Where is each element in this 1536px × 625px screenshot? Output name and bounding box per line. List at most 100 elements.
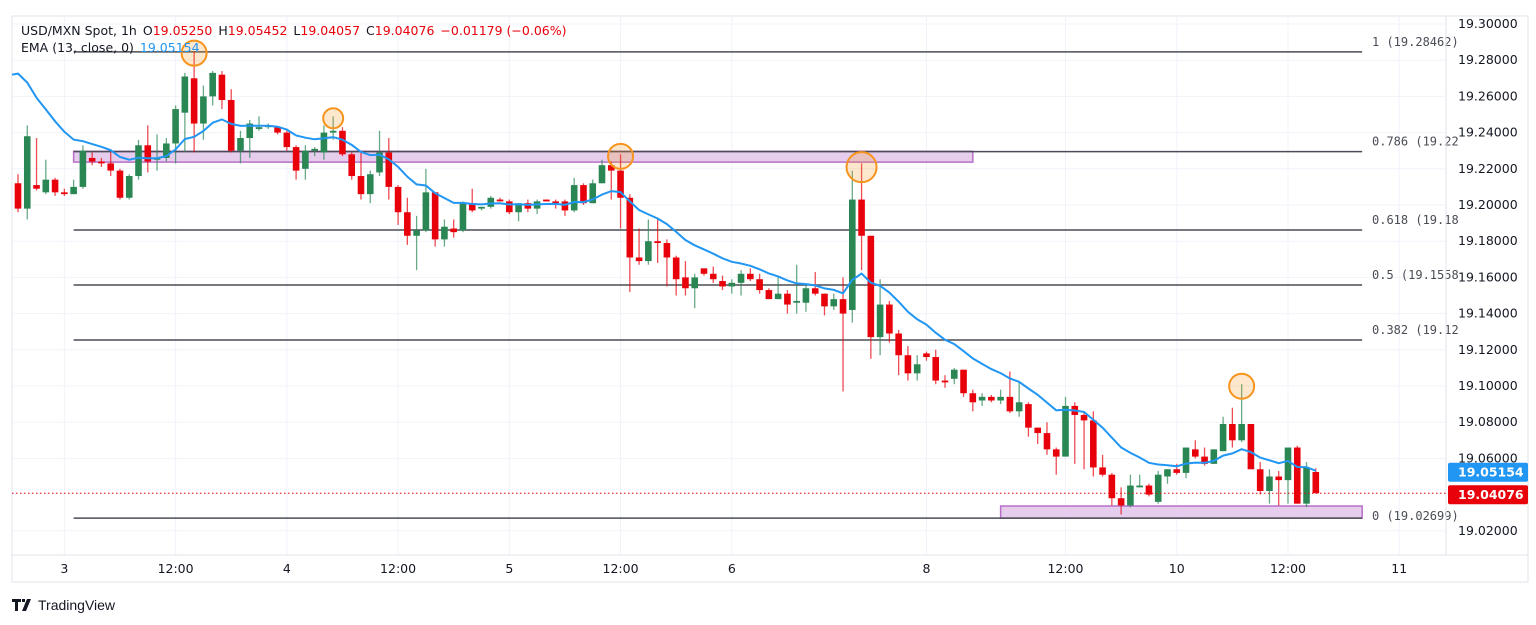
candle-body — [1090, 420, 1097, 468]
candle-body — [950, 369, 958, 379]
time-tick-label: 12:00 — [158, 561, 194, 576]
candle-body — [607, 165, 615, 171]
candle-up — [774, 275, 782, 300]
fib-level-label: 0.618 (19.18 — [1372, 213, 1459, 227]
candle-body — [302, 150, 309, 169]
high-value: 19.05452 — [227, 23, 288, 38]
candle-up — [366, 170, 374, 204]
candle-down — [895, 329, 902, 376]
candle-body — [311, 148, 318, 151]
candle-down — [682, 261, 689, 296]
candle-up — [691, 273, 699, 309]
candle-body — [506, 201, 513, 213]
candle-down — [784, 290, 791, 314]
candle-body — [839, 299, 847, 314]
candle-up — [478, 206, 485, 211]
candle-up — [802, 284, 810, 312]
candle-body — [895, 333, 902, 356]
tradingview-logo[interactable]: TradingView — [12, 597, 115, 613]
candle-down — [1108, 472, 1116, 506]
candle-down — [227, 89, 235, 153]
candle-down — [858, 163, 865, 271]
candle-body — [923, 353, 930, 358]
axes[interactable]: 19.30000 19.28000 19.26000 19.24000 19.22000… — [12, 16, 1528, 576]
candle-body — [1052, 449, 1060, 457]
ema-label[interactable]: EMA (13, close, 0) — [21, 40, 134, 55]
time-tick-label: 12:00 — [603, 561, 639, 576]
candle-body — [978, 396, 986, 401]
highlight-marker[interactable] — [180, 39, 208, 67]
candle-body — [348, 154, 356, 177]
candle-down — [404, 197, 411, 245]
candle-body — [135, 145, 142, 177]
candle-body — [774, 293, 782, 300]
candle-body — [988, 396, 995, 401]
candle-body — [79, 150, 87, 187]
candle-down — [524, 199, 532, 213]
candle-body — [23, 136, 31, 209]
time-tick-label: 12:00 — [380, 561, 416, 576]
candle-body — [1266, 476, 1273, 491]
markers — [180, 39, 1256, 400]
candle-body — [580, 185, 587, 204]
candle-body — [886, 304, 893, 334]
time-tick-label: 11 — [1391, 561, 1407, 576]
candle-up — [849, 170, 856, 323]
candle-body — [366, 174, 374, 195]
candle-down — [607, 161, 615, 200]
candle-body — [1247, 424, 1255, 470]
candle-up — [1127, 474, 1134, 508]
candle-down — [450, 219, 457, 238]
price-zone[interactable] — [72, 150, 974, 163]
candle-up — [79, 145, 87, 189]
candle-up — [172, 105, 179, 164]
candle-body — [561, 201, 569, 211]
candle-body — [292, 147, 300, 171]
candle-up — [441, 219, 448, 247]
candle-up — [209, 71, 216, 106]
price-zone[interactable] — [999, 505, 1363, 519]
candle-down — [932, 349, 940, 385]
candle-body — [793, 300, 800, 303]
candle-body — [1238, 424, 1245, 441]
candle-down — [107, 152, 114, 177]
candle-body — [515, 203, 522, 213]
candle-body — [784, 293, 791, 305]
symbol-title[interactable]: USD/MXN Spot, 1h — [21, 23, 137, 38]
highlight-marker[interactable] — [322, 107, 345, 130]
highlight-marker[interactable] — [607, 142, 635, 170]
ema-price-badge — [1448, 462, 1528, 482]
candle-down — [394, 185, 402, 225]
candle-body — [1293, 447, 1301, 504]
candle-body — [1127, 485, 1134, 506]
candle-down — [635, 228, 643, 265]
highlight-marker[interactable] — [1228, 372, 1256, 400]
price-tick-label: 19.26000 — [1458, 88, 1518, 103]
candle-body — [663, 243, 671, 258]
candle-down — [144, 125, 152, 173]
price-tick-label: 19.14000 — [1458, 306, 1518, 321]
time-tick-label: 6 — [728, 561, 736, 576]
close-label: C — [366, 23, 375, 38]
highlight-marker[interactable] — [845, 151, 878, 184]
candle-body — [329, 130, 337, 133]
close-value: 19.04076 — [374, 23, 435, 38]
candle-down — [496, 197, 504, 202]
candle-body — [1284, 447, 1292, 481]
candle-body — [274, 127, 281, 133]
candle-down — [747, 268, 754, 282]
candle-body — [413, 230, 420, 236]
candle-down — [867, 235, 875, 359]
candle-up — [913, 355, 921, 381]
candle-body — [932, 357, 940, 381]
candle-down — [348, 152, 356, 180]
candle-body — [626, 197, 634, 258]
candle-body — [1006, 396, 1014, 412]
candle-up — [737, 270, 745, 296]
candle-down — [904, 346, 912, 381]
candle-body — [1256, 469, 1264, 491]
candle-down — [218, 71, 226, 110]
price-tick-label: 19.22000 — [1458, 161, 1518, 176]
candle-down — [33, 138, 40, 191]
